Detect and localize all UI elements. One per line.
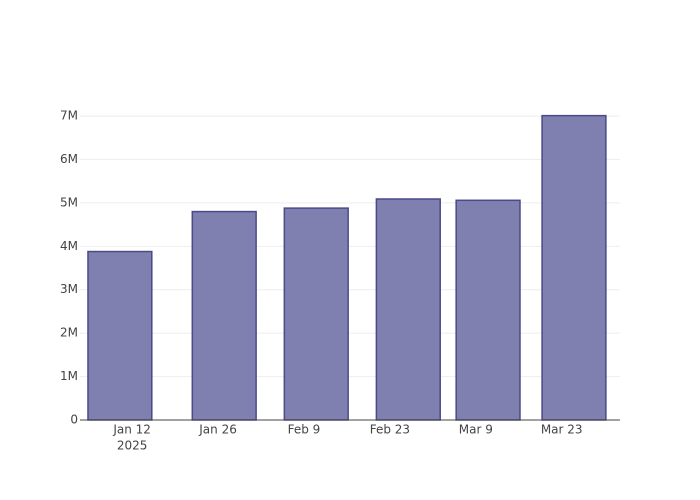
y-tick-label: 6M <box>60 152 78 166</box>
y-tick-label: 5M <box>60 195 78 209</box>
y-tick-label: 7M <box>60 109 78 123</box>
y-tick-label: 2M <box>60 326 78 340</box>
x-tick-label: Mar 9 <box>459 423 493 437</box>
y-tick-label: 3M <box>60 282 78 296</box>
bar <box>541 114 607 421</box>
x-tick-sublabel: 2025 <box>117 439 148 453</box>
x-tick-label: Mar 23 <box>541 423 583 437</box>
y-tick-label: 0 <box>70 413 78 427</box>
bar <box>191 210 257 421</box>
y-tick-label: 1M <box>60 369 78 383</box>
y-tick-label: 4M <box>60 239 78 253</box>
bar <box>455 199 521 421</box>
x-tick-label: Jan 12 <box>112 423 151 437</box>
x-tick-label: Feb 23 <box>370 423 410 437</box>
bar <box>87 250 153 421</box>
bar <box>283 207 349 421</box>
x-tick-label: Jan 26 <box>198 423 237 437</box>
bar <box>375 198 441 421</box>
x-tick-label: Feb 9 <box>288 423 321 437</box>
